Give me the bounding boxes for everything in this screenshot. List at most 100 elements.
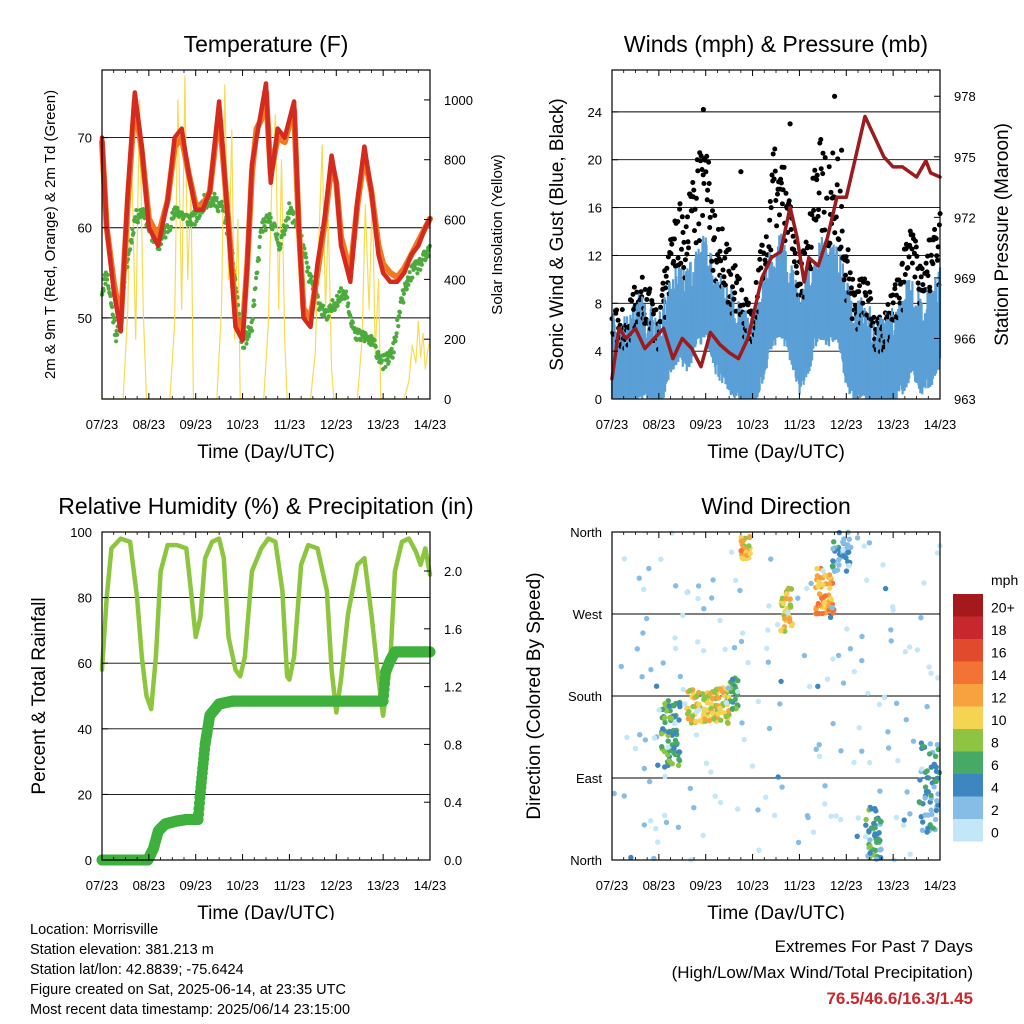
direction-point	[804, 585, 810, 592]
dewpoint-point	[350, 320, 355, 325]
direction-point	[931, 784, 937, 790]
x-tick-label: 12/23	[830, 878, 863, 893]
direction-point	[855, 815, 861, 821]
dewpoint-point	[134, 208, 139, 213]
direction-point	[733, 577, 739, 584]
direction-point	[641, 586, 647, 592]
gust-point	[843, 254, 849, 260]
dewpoint-point	[216, 209, 221, 214]
direction-point	[725, 685, 732, 691]
direction-point	[917, 777, 923, 783]
dewpoint-point	[415, 271, 420, 276]
info-created: Figure created on Sat, 2025-06-14, at 23…	[30, 982, 346, 998]
dewpoint-point	[320, 303, 326, 308]
gust-point	[925, 273, 931, 279]
gust-point	[790, 233, 796, 239]
y2-tick-label: 0.8	[444, 737, 462, 752]
dewpoint-point	[273, 224, 278, 229]
direction-point	[680, 612, 686, 618]
y-tick-label: North	[570, 525, 602, 540]
dewpoint-point	[396, 324, 401, 329]
direction-point	[926, 664, 932, 670]
direction-point	[660, 660, 666, 666]
direction-point	[695, 595, 701, 602]
plot-area	[99, 75, 433, 400]
dewpoint-point	[142, 212, 147, 217]
pressure-line	[610, 114, 942, 381]
direction-point	[900, 822, 907, 828]
direction-point	[826, 572, 833, 578]
direction-point	[888, 627, 894, 633]
gust-point	[848, 285, 854, 291]
dewpoint-point	[250, 317, 255, 322]
dewpoint-point	[170, 210, 175, 215]
direction-point	[903, 717, 909, 723]
gust-point	[696, 238, 702, 244]
direction-point	[709, 595, 715, 601]
y-tick-label: South	[568, 689, 602, 704]
direction-point	[830, 720, 836, 727]
direction-point	[662, 719, 668, 726]
gust-point	[715, 226, 721, 232]
gust-point	[634, 289, 640, 295]
gust-point	[691, 187, 697, 193]
gust-point	[708, 199, 714, 205]
dewpoint-point	[110, 304, 115, 310]
direction-point	[928, 807, 934, 813]
direction-point	[655, 762, 661, 768]
direction-point	[684, 589, 690, 596]
gust-point	[720, 267, 726, 273]
gust-point	[826, 164, 832, 170]
dewpoint-point	[303, 251, 308, 256]
dewpoint-point	[211, 201, 216, 206]
direction-point	[732, 696, 738, 703]
dewpoint-point	[135, 220, 141, 225]
direction-point	[665, 752, 671, 758]
dewpoint-point	[386, 359, 391, 364]
gust-point	[834, 182, 840, 188]
y2-tick-label: 400	[444, 272, 466, 287]
direction-point	[833, 813, 839, 819]
x-tick-label: 11/23	[784, 878, 816, 893]
gust-point	[860, 300, 866, 306]
gust-point	[844, 258, 850, 264]
gust-point	[721, 274, 727, 280]
direction-point	[930, 825, 936, 831]
direction-point	[922, 812, 928, 818]
gust-point	[849, 316, 855, 322]
direction-point	[878, 818, 884, 825]
gust-point	[820, 150, 826, 156]
gust-point	[712, 235, 717, 241]
direction-point	[847, 646, 854, 652]
direction-point	[824, 676, 831, 682]
direction-point	[931, 761, 937, 767]
dewpoint-point	[251, 298, 256, 303]
direction-point	[673, 583, 679, 589]
direction-point	[795, 595, 801, 601]
gust-point	[793, 263, 799, 269]
direction-point	[777, 701, 783, 707]
gust-point	[835, 156, 841, 162]
direction-point	[859, 748, 865, 754]
gust-point	[818, 166, 824, 172]
gust-point	[767, 217, 773, 223]
chart-title: Temperature (F)	[184, 31, 349, 57]
x-tick-label: 12/23	[320, 417, 353, 432]
direction-point	[877, 847, 883, 853]
gust-point	[692, 206, 698, 212]
direction-point	[830, 546, 836, 552]
gust-point	[728, 272, 734, 277]
colorbar-label: 16	[991, 644, 1007, 660]
gust-point	[757, 256, 763, 262]
direction-point	[693, 732, 700, 738]
direction-point	[663, 708, 670, 714]
direction-point	[671, 703, 677, 709]
direction-point	[921, 580, 927, 586]
axes: Relative Humidity (%) & Precipitation (i…	[29, 493, 474, 920]
colorbar-label: 4	[991, 779, 999, 795]
direction-point	[789, 623, 795, 629]
direction-point	[671, 745, 677, 751]
x-tick-label: 11/23	[784, 417, 816, 432]
direction-point	[731, 645, 738, 651]
gust-point	[830, 150, 836, 156]
